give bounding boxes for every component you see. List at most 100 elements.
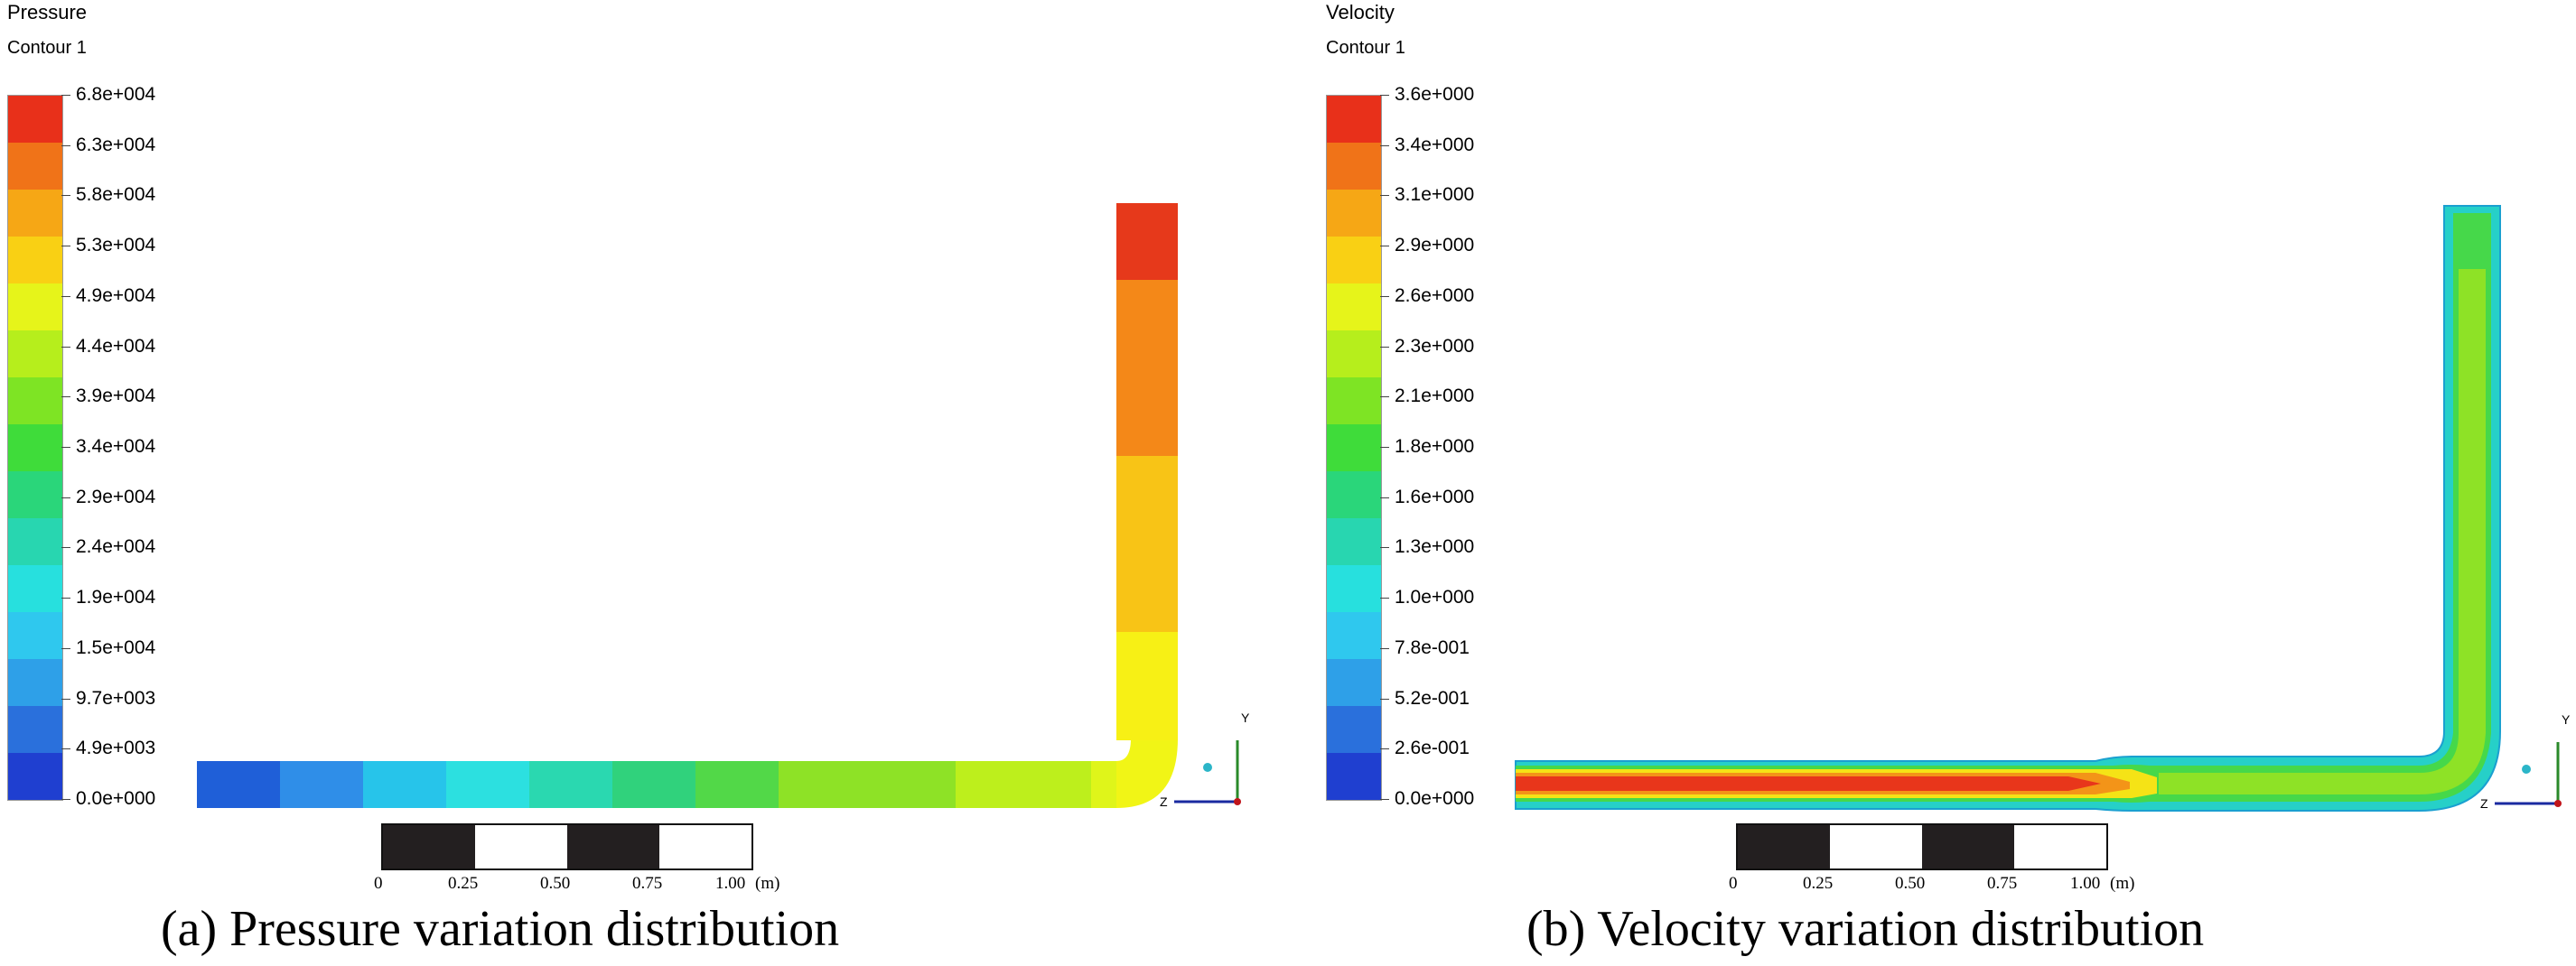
velocity-title: Velocity bbox=[1326, 1, 1395, 23]
colorbar-tick-label: 1.0e+000 bbox=[1395, 587, 1475, 608]
colorbar-swatch bbox=[1327, 565, 1381, 612]
colorbar-tick-label: 1.5e+004 bbox=[76, 636, 156, 658]
scale-unit-label: (m) bbox=[2110, 874, 2135, 893]
colorbar-tick-label: 9.7e+003 bbox=[76, 687, 156, 709]
velocity-inlet-jet-core bbox=[1516, 776, 2101, 791]
colorbar-swatch bbox=[1327, 330, 1381, 377]
colorbar-tick-label: 1.3e+000 bbox=[1395, 536, 1475, 558]
colorbar-tick-label: 3.4e+004 bbox=[76, 436, 156, 457]
velocity-axis-y-label: Y bbox=[2562, 712, 2571, 727]
scale-tick-label: 0 bbox=[1729, 874, 1738, 893]
pressure-axis-y-label: Y bbox=[1241, 711, 1250, 725]
colorbar-swatch bbox=[8, 330, 62, 377]
scale-tick-label: 0.75 bbox=[1987, 874, 2018, 893]
colorbar-tick-label: 3.4e+000 bbox=[1395, 134, 1475, 155]
colorbar-tick-label: 4.9e+004 bbox=[76, 284, 156, 306]
velocity-colorbar-ticks: 3.6e+000 3.4e+000 3.1e+000 2.9e+000 2.6e+000… bbox=[1380, 84, 1561, 809]
scale-tick-label: 0 bbox=[374, 874, 383, 893]
velocity-pipe-core bbox=[2159, 269, 2486, 794]
colorbar-swatch bbox=[8, 659, 62, 706]
colorbar-swatch bbox=[8, 190, 62, 237]
colorbar-swatch bbox=[1327, 706, 1381, 753]
colorbar-swatch bbox=[1327, 518, 1381, 565]
colorbar-swatch bbox=[8, 706, 62, 753]
velocity-panel: Velocity Contour 1 3.6e+000 3.4e+000 3.1e+… bbox=[1319, 0, 2576, 966]
colorbar-tick-label: 6.8e+004 bbox=[76, 84, 156, 105]
pressure-colorbar-ticks: 6.8e+004 6.3e+004 5.8e+004 5.3e+004 4.9e+004… bbox=[61, 84, 242, 809]
colorbar-swatch bbox=[8, 283, 62, 330]
colorbar-swatch bbox=[1327, 377, 1381, 424]
scale-tick-label: 0.50 bbox=[540, 874, 571, 893]
colorbar-tick-label: 5.8e+004 bbox=[76, 184, 156, 206]
colorbar-swatch bbox=[8, 377, 62, 424]
velocity-pipe-midlayer bbox=[1516, 213, 2491, 803]
colorbar-swatch bbox=[8, 753, 62, 800]
colorbar-tick-label: 4.4e+004 bbox=[76, 335, 156, 357]
pressure-title: Pressure bbox=[7, 1, 88, 23]
scale-tick-label: 1.00 bbox=[2070, 874, 2101, 893]
pressure-scale-labels: 0 0.25 0.50 0.75 1.00 (m) bbox=[374, 874, 862, 896]
colorbar-swatch bbox=[8, 471, 62, 518]
velocity-caption: (b) Velocity variation distribution bbox=[1526, 901, 2205, 957]
colorbar-swatch bbox=[8, 96, 62, 143]
colorbar-swatch bbox=[1327, 471, 1381, 518]
colorbar-swatch bbox=[1327, 237, 1381, 283]
colorbar-tick-label: 3.9e+004 bbox=[76, 385, 156, 407]
colorbar-tick-label: 3.6e+000 bbox=[1395, 84, 1475, 105]
colorbar-swatch bbox=[8, 612, 62, 659]
pressure-contour-plot: Y Z bbox=[197, 203, 1250, 809]
colorbar-tick-label: 0.0e+000 bbox=[1395, 788, 1475, 809]
pressure-panel: Pressure Contour 1 6.8e+004 6.3e+004 5.8e+… bbox=[0, 0, 1283, 966]
colorbar-tick-label: 1.9e+004 bbox=[76, 587, 156, 608]
colorbar-swatch bbox=[1327, 612, 1381, 659]
colorbar-swatch bbox=[8, 424, 62, 471]
velocity-axis-triad-icon: Y Z bbox=[2480, 712, 2571, 811]
scale-tick-label: 0.25 bbox=[448, 874, 479, 893]
colorbar-tick-label: 2.1e+000 bbox=[1395, 385, 1475, 407]
pressure-horizontal-pipe bbox=[197, 761, 1116, 808]
colorbar-tick-label: 2.3e+000 bbox=[1395, 335, 1475, 357]
colorbar-tick-label: 2.9e+004 bbox=[76, 486, 156, 507]
velocity-axis-z-label: Z bbox=[2480, 796, 2488, 811]
colorbar-tick-label: 4.9e+003 bbox=[76, 738, 156, 759]
colorbar-swatch bbox=[1327, 424, 1381, 471]
scale-tick-label: 1.00 bbox=[715, 874, 746, 893]
colorbar-swatch bbox=[1327, 659, 1381, 706]
colorbar-tick-label: 6.3e+004 bbox=[76, 134, 156, 155]
pressure-scale-bar bbox=[381, 823, 753, 870]
colorbar-tick-label: 1.6e+000 bbox=[1395, 486, 1475, 507]
velocity-scale-bar bbox=[1736, 823, 2108, 870]
colorbar-swatch bbox=[8, 565, 62, 612]
colorbar-swatch bbox=[1327, 283, 1381, 330]
pressure-subtitle: Contour 1 bbox=[7, 38, 87, 58]
pressure-colorbar bbox=[7, 95, 63, 801]
colorbar-swatch bbox=[8, 143, 62, 190]
colorbar-tick-label: 2.4e+004 bbox=[76, 536, 156, 558]
colorbar-tick-label: 5.2e-001 bbox=[1395, 687, 1470, 709]
colorbar-swatch bbox=[8, 237, 62, 283]
scale-tick-label: 0.75 bbox=[632, 874, 663, 893]
pressure-axis-z-label: Z bbox=[1160, 794, 1168, 809]
scale-tick-label: 0.25 bbox=[1803, 874, 1834, 893]
pressure-caption: (a) Pressure variation distribution bbox=[161, 901, 840, 957]
colorbar-tick-label: 2.9e+000 bbox=[1395, 235, 1475, 256]
colorbar-swatch bbox=[1327, 753, 1381, 800]
colorbar-tick-label: 0.0e+000 bbox=[76, 788, 156, 809]
velocity-contour-plot: Y Z bbox=[1515, 205, 2571, 812]
colorbar-tick-label: 2.6e+000 bbox=[1395, 284, 1475, 306]
colorbar-swatch bbox=[1327, 190, 1381, 237]
scale-unit-label: (m) bbox=[755, 874, 780, 893]
colorbar-tick-label: 2.6e-001 bbox=[1395, 738, 1470, 759]
velocity-scale-labels: 0 0.25 0.50 0.75 1.00 (m) bbox=[1729, 874, 2217, 896]
velocity-subtitle: Contour 1 bbox=[1326, 38, 1405, 58]
colorbar-swatch bbox=[1327, 96, 1381, 143]
pressure-pipe-bend bbox=[1116, 738, 1178, 808]
colorbar-tick-label: 1.8e+000 bbox=[1395, 436, 1475, 457]
colorbar-tick-label: 3.1e+000 bbox=[1395, 184, 1475, 206]
colorbar-swatch bbox=[1327, 143, 1381, 190]
colorbar-tick-label: 5.3e+004 bbox=[76, 235, 156, 256]
velocity-colorbar bbox=[1326, 95, 1382, 801]
pressure-vertical-pipe bbox=[1116, 203, 1178, 740]
colorbar-swatch bbox=[8, 518, 62, 565]
colorbar-tick-label: 7.8e-001 bbox=[1395, 636, 1470, 658]
